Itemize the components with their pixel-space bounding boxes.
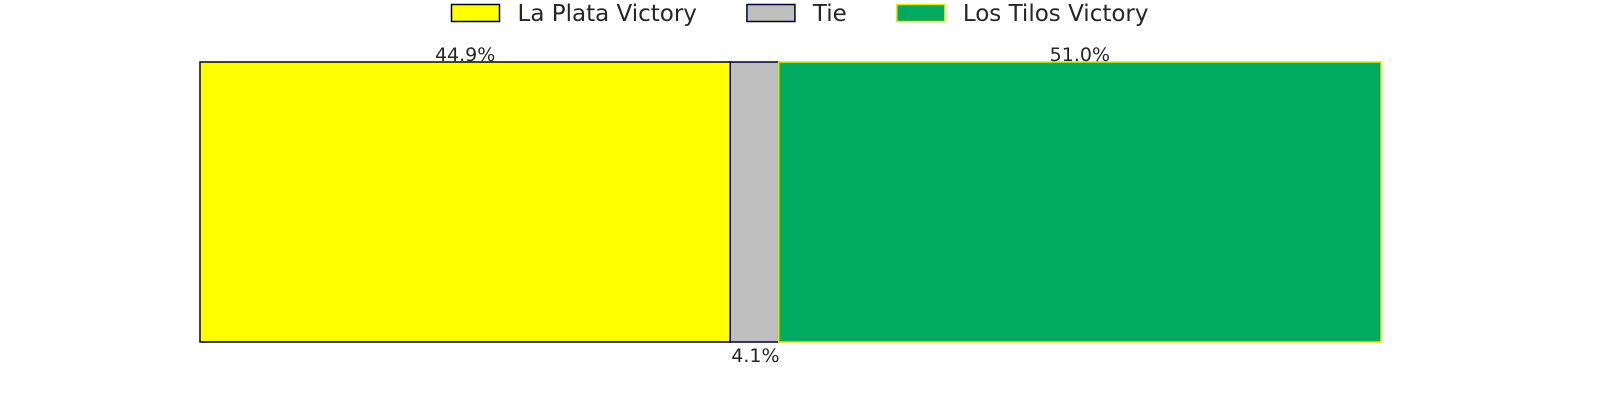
legend-label-la-plata-victory: La Plata Victory bbox=[518, 1, 697, 27]
bar-segment-los-tilos-victory bbox=[777, 61, 1382, 343]
legend-label-los-tilos-victory: Los Tilos Victory bbox=[963, 1, 1149, 27]
legend: La Plata Victory Tie Los Tilos Victory bbox=[450, 1, 1149, 27]
legend-swatch-los-tilos-victory bbox=[896, 3, 946, 23]
data-label-tie: 4.1% bbox=[731, 345, 779, 367]
bar-segment-tie bbox=[729, 61, 780, 343]
stacked-bar bbox=[199, 61, 1382, 343]
data-labels: 44.9% 4.1% 51.0% bbox=[435, 44, 1110, 367]
legend-swatch-tie bbox=[746, 3, 796, 23]
data-label-los-tilos-victory: 51.0% bbox=[1050, 44, 1110, 66]
data-label-la-plata-victory: 44.9% bbox=[435, 44, 495, 66]
legend-label-tie: Tie bbox=[812, 1, 847, 27]
legend-swatch-la-plata-victory bbox=[450, 3, 501, 23]
bar-segment-la-plata-victory bbox=[199, 61, 732, 343]
